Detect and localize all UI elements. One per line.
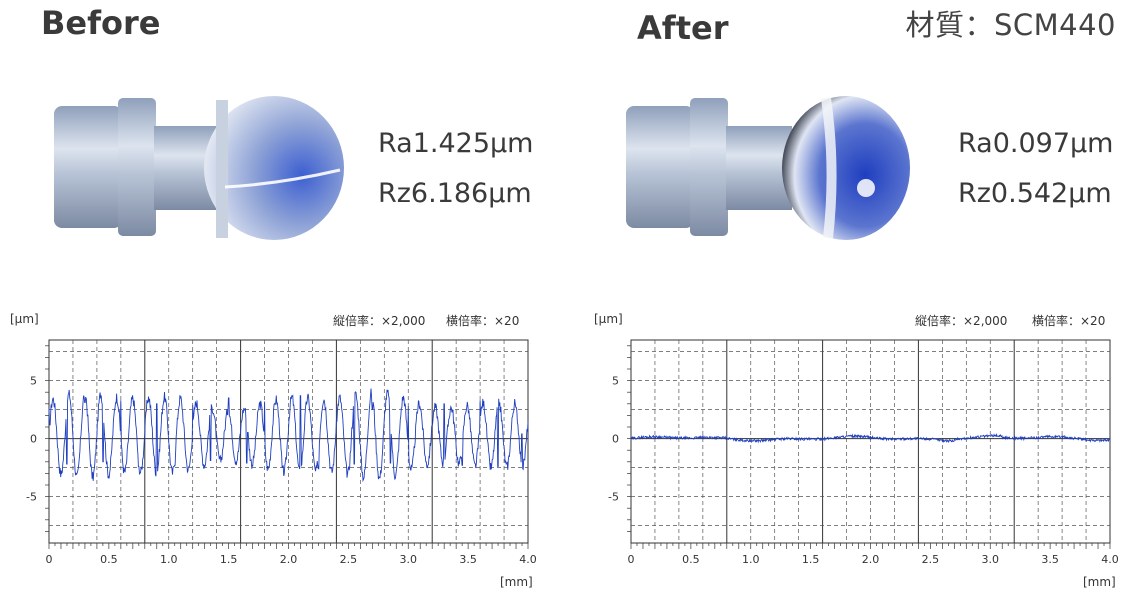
- after-y-unit: [μm]: [594, 312, 623, 326]
- x-tick-label: 2.0: [280, 553, 298, 566]
- y-tick-label: -5: [26, 491, 37, 504]
- x-tick-label: 1.5: [802, 553, 820, 566]
- profile-trace: [630, 433, 1111, 444]
- x-tick-label: 4.0: [519, 553, 537, 566]
- before-x-unit: [mm]: [500, 575, 533, 589]
- x-tick-label: 0.5: [682, 553, 700, 566]
- after-heading: After: [637, 9, 729, 47]
- x-tick-label: 0: [46, 553, 53, 566]
- after-vertical-magnification: 縦倍率：×2,000: [915, 314, 1008, 328]
- profile-trace: [48, 388, 529, 483]
- x-tick-label: 1.0: [160, 553, 178, 566]
- after-ra-value: Ra0.097μm: [958, 128, 1114, 159]
- y-tick-label: 0: [30, 433, 37, 446]
- x-tick-label: 4.0: [1101, 553, 1119, 566]
- before-part-image: [54, 96, 344, 240]
- after-part-image: [626, 96, 910, 240]
- y-tick-label: 5: [612, 375, 619, 388]
- after-x-unit: [mm]: [1083, 575, 1116, 589]
- before-horizontal-magnification: 横倍率：×20: [446, 314, 520, 328]
- x-tick-label: 2.5: [922, 553, 940, 566]
- y-tick-label: -5: [608, 491, 619, 504]
- x-tick-label: 3.5: [459, 553, 477, 566]
- x-tick-label: 2.0: [862, 553, 880, 566]
- x-tick-label: 0: [628, 553, 635, 566]
- x-tick-label: 3.0: [982, 553, 1000, 566]
- y-tick-label: 5: [30, 375, 37, 388]
- before-vertical-magnification: 縦倍率：×2,000: [333, 314, 426, 328]
- x-tick-label: 1.0: [742, 553, 760, 566]
- before-ra-value: Ra1.425μm: [378, 128, 534, 159]
- after-horizontal-magnification: 横倍率：×20: [1032, 314, 1106, 328]
- before-rz-value: Rz6.186μm: [378, 178, 532, 209]
- before-profile-chart: 0 0.5 1.0 1.5 2.0 2.5 3.0 3.5 4.0 5 0 -5: [26, 339, 537, 566]
- y-tick-label: 0: [612, 433, 619, 446]
- after-profile-chart: 0 0.5 1.0 1.5 2.0 2.5 3.0 3.5 4.0 5 0 -5: [608, 339, 1119, 566]
- x-tick-label: 3.5: [1041, 553, 1059, 566]
- after-rz-value: Rz0.542μm: [958, 178, 1112, 209]
- before-heading: Before: [41, 4, 161, 42]
- x-tick-label: 3.0: [400, 553, 418, 566]
- before-y-unit: [μm]: [10, 312, 39, 326]
- x-tick-label: 0.5: [100, 553, 118, 566]
- material-label: 材質：SCM440: [905, 8, 1116, 42]
- x-tick-label: 2.5: [340, 553, 358, 566]
- x-tick-label: 1.5: [220, 553, 238, 566]
